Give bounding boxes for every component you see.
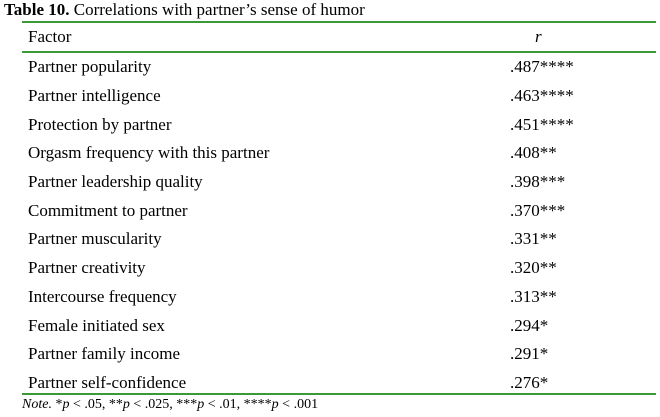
- factor-cell: Intercourse frequency: [28, 286, 177, 306]
- correlations-table: Factor r Partner popularity .487**** Partn…: [22, 22, 656, 392]
- column-header-r: r: [535, 26, 542, 46]
- r-value-cell: .291*: [510, 344, 549, 364]
- table-top-rule: [22, 21, 656, 23]
- table-note: Note. *p < .05, **p < .025, ***p < .01, …: [22, 396, 318, 414]
- note-threshold: *p < .05,: [55, 397, 109, 412]
- table-row: Protection by partner .451****: [22, 110, 656, 139]
- table-row: Partner muscularity .331**: [22, 225, 656, 254]
- note-threshold: ****p < .001: [243, 397, 319, 412]
- r-value-cell: .487****: [510, 57, 574, 77]
- table-row: Partner popularity .487****: [22, 53, 656, 82]
- r-value-cell: .370***: [510, 200, 566, 220]
- r-value-cell: .398***: [510, 172, 566, 192]
- table-caption-label: Table 10.: [4, 0, 70, 19]
- note-label: Note.: [22, 397, 52, 412]
- table-row: Partner leadership quality .398***: [22, 168, 656, 197]
- r-value-cell: .313**: [510, 286, 557, 306]
- table-row: Partner intelligence .463****: [22, 82, 656, 111]
- r-value-cell: .463****: [510, 86, 574, 106]
- note-threshold: ***p < .01,: [176, 397, 244, 412]
- factor-cell: Partner intelligence: [28, 86, 161, 106]
- table-row: Female initiated sex .294*: [22, 311, 656, 340]
- factor-cell: Partner self-confidence: [28, 372, 187, 392]
- table-row: Orgasm frequency with this partner .408**: [22, 139, 656, 168]
- r-value-cell: .451****: [510, 114, 574, 134]
- note-threshold: **p < .025,: [108, 397, 177, 412]
- factor-cell: Partner creativity: [28, 258, 146, 278]
- table-header-rule: [22, 51, 656, 53]
- factor-cell: Orgasm frequency with this partner: [28, 143, 270, 163]
- table-header-row: Factor r: [22, 22, 656, 51]
- r-value-cell: .276*: [510, 372, 549, 392]
- factor-cell: Commitment to partner: [28, 200, 188, 220]
- table-row: Partner creativity .320**: [22, 254, 656, 283]
- factor-cell: Partner family income: [28, 344, 181, 364]
- r-value-cell: .320**: [510, 258, 557, 278]
- table-body: Partner popularity .487**** Partner intell…: [22, 53, 656, 397]
- r-value-cell: .408**: [510, 143, 557, 163]
- table-caption: Table 10. Correlations with partner’s se…: [4, 0, 365, 20]
- factor-cell: Partner muscularity: [28, 229, 162, 249]
- factor-cell: Protection by partner: [28, 114, 172, 134]
- r-value-cell: .331**: [510, 229, 557, 249]
- table-caption-text: Correlations with partner’s sense of hum…: [73, 0, 365, 19]
- table-bottom-rule: [22, 393, 656, 395]
- table-row: Intercourse frequency .313**: [22, 283, 656, 312]
- factor-cell: Female initiated sex: [28, 315, 165, 335]
- r-value-cell: .294*: [510, 315, 549, 335]
- table-row: Partner family income .291*: [22, 340, 656, 369]
- factor-cell: Partner leadership quality: [28, 172, 203, 192]
- table-row: Partner self-confidence .276*: [22, 369, 656, 398]
- column-header-factor: Factor: [28, 26, 72, 46]
- factor-cell: Partner popularity: [28, 57, 152, 77]
- table-row: Commitment to partner .370***: [22, 196, 656, 225]
